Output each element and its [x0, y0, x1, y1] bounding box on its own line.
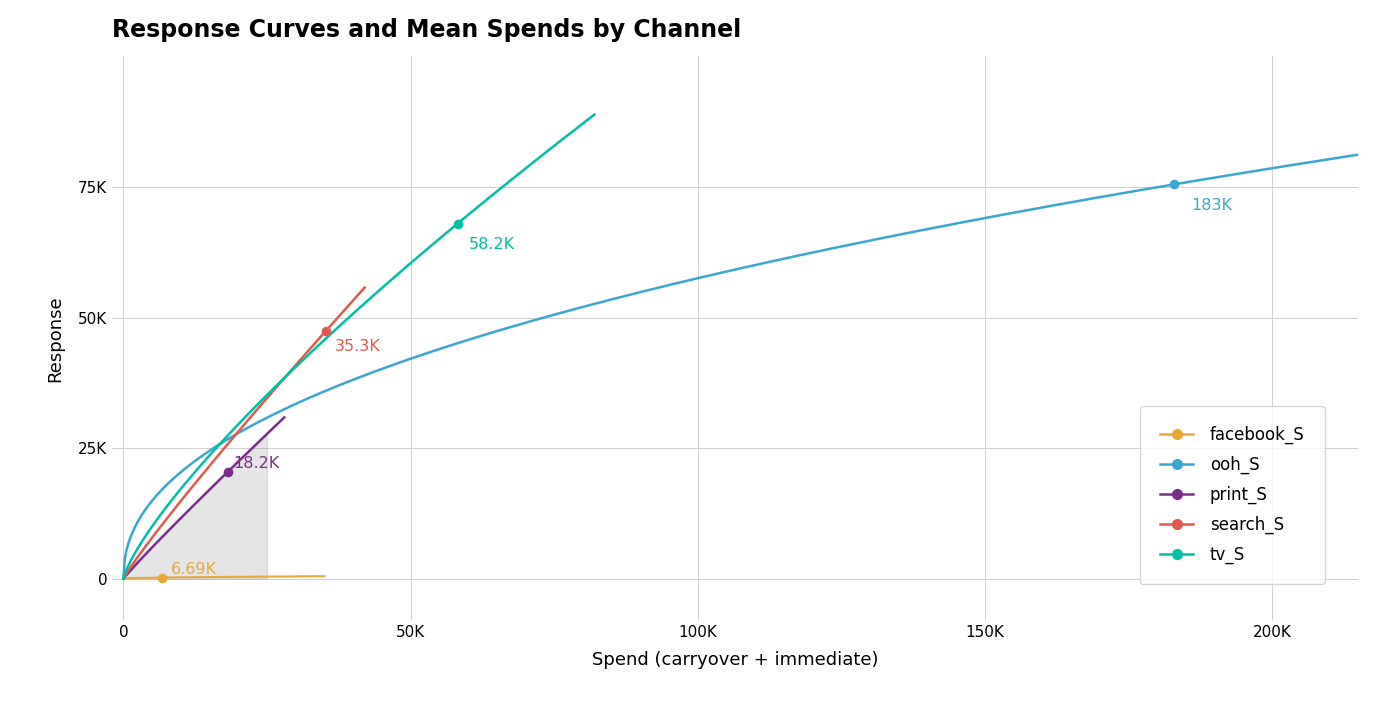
- Text: 18.2K: 18.2K: [234, 456, 280, 471]
- Point: [217, 466, 239, 477]
- Point: [151, 572, 174, 583]
- Point: [1163, 178, 1186, 190]
- Text: 58.2K: 58.2K: [469, 237, 515, 252]
- X-axis label: Spend (carryover + immediate): Spend (carryover + immediate): [592, 651, 878, 669]
- Text: Response Curves and Mean Spends by Channel: Response Curves and Mean Spends by Chann…: [112, 18, 741, 42]
- Point: [447, 218, 469, 229]
- Text: 6.69K: 6.69K: [171, 563, 217, 577]
- Y-axis label: Response: Response: [46, 295, 64, 381]
- Text: 35.3K: 35.3K: [335, 338, 381, 354]
- Legend: facebook_S, ooh_S, print_S, search_S, tv_S: facebook_S, ooh_S, print_S, search_S, tv…: [1140, 406, 1324, 584]
- Text: 183K: 183K: [1191, 197, 1232, 213]
- Point: [315, 325, 337, 336]
